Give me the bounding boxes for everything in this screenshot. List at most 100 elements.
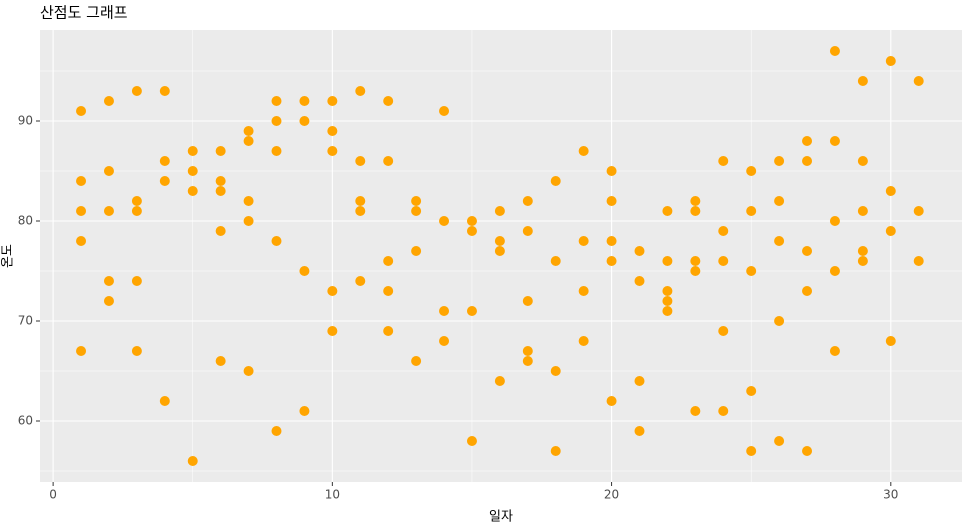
y-tick-label: 60: [18, 414, 33, 428]
point: [271, 236, 282, 246]
point: [76, 176, 87, 186]
point: [159, 86, 170, 96]
point: [271, 96, 282, 106]
point: [76, 206, 87, 216]
point: [578, 146, 589, 156]
point: [299, 406, 310, 416]
point: [829, 136, 840, 146]
point: [271, 426, 282, 436]
point: [131, 206, 142, 216]
point: [606, 256, 617, 266]
point: [606, 236, 617, 246]
y-tick-label: 70: [18, 314, 33, 328]
point: [857, 256, 868, 266]
point: [746, 266, 757, 276]
point: [299, 116, 310, 126]
x-tick-label: 30: [883, 488, 898, 502]
point: [383, 326, 394, 336]
point: [578, 336, 589, 346]
point: [662, 256, 673, 266]
point: [690, 206, 701, 216]
point: [774, 156, 785, 166]
point: [718, 326, 729, 336]
point: [662, 206, 673, 216]
point: [634, 376, 645, 386]
point: [243, 216, 254, 226]
point: [439, 216, 450, 226]
point: [578, 286, 589, 296]
point: [690, 406, 701, 416]
point: [522, 356, 533, 366]
point: [550, 366, 561, 376]
point: [327, 286, 338, 296]
point: [215, 356, 226, 366]
point: [522, 226, 533, 236]
point: [299, 96, 310, 106]
point: [383, 96, 394, 106]
point: [690, 196, 701, 206]
point: [774, 316, 785, 326]
point: [327, 126, 338, 136]
point: [662, 306, 673, 316]
point: [802, 286, 813, 296]
point: [494, 376, 505, 386]
point: [383, 156, 394, 166]
point: [634, 246, 645, 256]
point: [802, 156, 813, 166]
points: [76, 46, 924, 466]
point: [243, 366, 254, 376]
point: [383, 256, 394, 266]
point: [550, 446, 561, 456]
point: [718, 256, 729, 266]
point: [550, 256, 561, 266]
point: [271, 116, 282, 126]
y-tick-label: 90: [18, 114, 33, 128]
point: [522, 346, 533, 356]
point: [746, 206, 757, 216]
point: [829, 216, 840, 226]
point: [494, 206, 505, 216]
point: [466, 216, 477, 226]
point: [187, 186, 198, 196]
point: [159, 396, 170, 406]
point: [271, 146, 282, 156]
point: [606, 396, 617, 406]
point: [718, 156, 729, 166]
point: [159, 176, 170, 186]
point: [857, 76, 868, 86]
point: [103, 96, 114, 106]
y-axis-title: 온도: [1, 244, 16, 268]
point: [662, 286, 673, 296]
point: [885, 226, 896, 236]
point: [746, 166, 757, 176]
point: [439, 306, 450, 316]
point: [634, 426, 645, 436]
point: [466, 226, 477, 236]
point: [494, 246, 505, 256]
point: [131, 276, 142, 286]
point: [355, 86, 366, 96]
point: [76, 236, 87, 246]
point: [243, 126, 254, 136]
point: [103, 166, 114, 176]
point: [606, 166, 617, 176]
point: [383, 286, 394, 296]
point: [774, 196, 785, 206]
point: [215, 176, 226, 186]
point: [355, 196, 366, 206]
point: [578, 236, 589, 246]
point: [187, 146, 198, 156]
point: [103, 206, 114, 216]
point: [355, 156, 366, 166]
point: [103, 296, 114, 306]
point: [857, 206, 868, 216]
point: [718, 406, 729, 416]
point: [829, 266, 840, 276]
point: [718, 226, 729, 236]
point: [522, 196, 533, 206]
point: [355, 206, 366, 216]
point: [411, 206, 422, 216]
point: [159, 156, 170, 166]
point: [606, 196, 617, 206]
point: [746, 446, 757, 456]
